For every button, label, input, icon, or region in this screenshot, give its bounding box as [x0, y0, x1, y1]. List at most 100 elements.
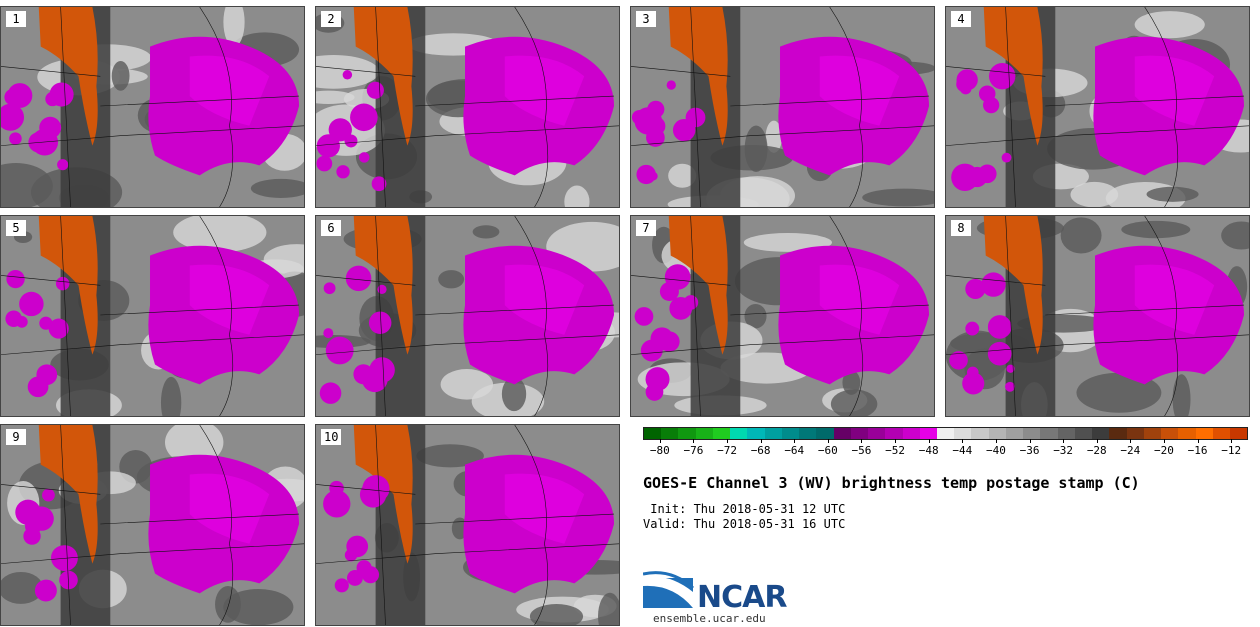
colorbar-swatch	[644, 428, 662, 439]
map-panel-10: 10	[315, 424, 620, 626]
panel-number: 5	[6, 220, 26, 236]
colorbar-tick-label: −80	[649, 444, 670, 457]
colorbar-tick-label: −72	[717, 444, 737, 457]
colorbar-tick-mark	[1231, 439, 1233, 443]
colorbar-tick-mark	[1163, 439, 1165, 443]
map-panel-4: 4	[945, 6, 1250, 208]
colorbar-tick-label: −24	[1120, 444, 1141, 457]
map-panel-7: 7	[630, 215, 935, 417]
colorbar-swatch	[1040, 428, 1058, 439]
colorbar-swatch	[1023, 428, 1041, 439]
source-url: ensemble.ucar.edu	[653, 612, 766, 625]
colorbar-tick-mark	[1096, 439, 1098, 443]
colorbar-tick-label: −64	[784, 444, 805, 457]
colorbar-swatch	[1074, 428, 1093, 439]
colorbar-tick-mark	[1130, 439, 1132, 443]
colorbar-tick-label: −60	[817, 444, 838, 457]
colorbar-swatch	[764, 428, 782, 439]
colorbar-swatch	[1229, 428, 1248, 439]
colorbar-swatch	[1143, 428, 1162, 439]
water-vapor-map	[631, 7, 934, 207]
colorbar-swatch	[799, 428, 817, 439]
colorbar-tick-mark	[995, 439, 997, 443]
panel-number: 3	[636, 11, 656, 27]
map-panel-6: 6	[315, 215, 620, 417]
colorbar-tick-mark	[659, 439, 661, 443]
colorbar-swatch	[919, 428, 937, 439]
colorbar-tick-mark	[693, 439, 695, 443]
colorbar-tick-mark	[827, 439, 829, 443]
colorbar-tick-mark	[760, 439, 762, 443]
colorbar-tick-label: −76	[683, 444, 704, 457]
colorbar-tick-label: −56	[851, 444, 872, 457]
colorbar-ticks: −80 −76 −72 −68 −64 −60 −56 −52 −48 −44 −40 −36 −32−…	[643, 439, 1248, 458]
colorbar-swatch	[885, 428, 903, 439]
map-panel-1: 1	[0, 6, 305, 208]
panel-number: 9	[6, 429, 26, 445]
colorbar-swatch	[781, 428, 800, 439]
colorbar-swatch	[661, 428, 679, 439]
water-vapor-map	[316, 7, 619, 207]
colorbar-tick-label: −44	[952, 444, 973, 457]
colorbar-swatch	[1109, 428, 1127, 439]
colorbar-swatch	[1195, 428, 1213, 439]
panel-number: 10	[321, 429, 342, 445]
colorbar-swatch	[730, 428, 748, 439]
colorbar-swatch	[1057, 428, 1075, 439]
colorbar-tick-label: −16	[1187, 444, 1208, 457]
panel-number: 1	[6, 11, 26, 27]
ncar-logo-text: NCAR	[697, 580, 787, 615]
colorbar-tick-mark	[1029, 439, 1031, 443]
colorbar-swatch	[936, 428, 955, 439]
colorbar-tick-label: −28	[1086, 444, 1107, 457]
water-vapor-map	[316, 216, 619, 416]
colorbar-swatch	[1178, 428, 1196, 439]
ncar-logo-icon	[643, 571, 695, 608]
colorbar-tick-mark	[895, 439, 897, 443]
panel-number: 6	[321, 220, 341, 236]
panel-number: 8	[951, 220, 971, 236]
colorbar-tick-label: −48	[918, 444, 939, 457]
colorbar-tick-mark	[1197, 439, 1199, 443]
colorbar-swatch	[678, 428, 696, 439]
colorbar-tick-label: −32	[1053, 444, 1074, 457]
water-vapor-map	[1, 7, 304, 207]
panel-number: 2	[321, 11, 341, 27]
water-vapor-map	[946, 7, 1249, 207]
valid-time: Valid: Thu 2018-05-31 16 UTC	[643, 517, 846, 531]
panel-number: 4	[951, 11, 971, 27]
water-vapor-map	[631, 216, 934, 416]
colorbar-tick-mark	[962, 439, 964, 443]
colorbar-swatch	[1212, 428, 1230, 439]
colorbar-tick-label: −12	[1221, 444, 1242, 457]
colorbar-tick-label: −36	[1019, 444, 1040, 457]
map-panel-2: 2	[315, 6, 620, 208]
water-vapor-map	[316, 425, 619, 625]
colorbar-swatch	[954, 428, 972, 439]
map-panel-5: 5	[0, 215, 305, 417]
colorbar-swatch	[833, 428, 851, 439]
colorbar-swatch	[902, 428, 920, 439]
colorbar-swatch	[747, 428, 765, 439]
colorbar-swatch	[1005, 428, 1024, 439]
map-panel-9: 9	[0, 424, 305, 626]
colorbar-swatch	[1092, 428, 1110, 439]
colorbar-swatch	[868, 428, 886, 439]
colorbar-swatch	[971, 428, 989, 439]
water-vapor-map	[1, 425, 304, 625]
water-vapor-map	[946, 216, 1249, 416]
colorbar-tick-mark	[727, 439, 729, 443]
colorbar-swatch	[712, 428, 731, 439]
colorbar-tick-mark	[861, 439, 863, 443]
colorbar-tick-label: −20	[1154, 444, 1174, 457]
panel-number: 7	[636, 220, 656, 236]
init-time: Init: Thu 2018-05-31 12 UTC	[643, 502, 846, 516]
colorbar	[643, 427, 1248, 440]
colorbar-swatch	[850, 428, 869, 439]
colorbar-swatch	[1126, 428, 1144, 439]
colorbar-tick-mark	[1063, 439, 1065, 443]
colorbar-swatch	[1161, 428, 1179, 439]
map-panel-8: 8	[945, 215, 1250, 417]
colorbar-tick-label: −40	[985, 444, 1006, 457]
figure-title: GOES-E Channel 3 (WV) brightness temp po…	[643, 474, 1140, 492]
